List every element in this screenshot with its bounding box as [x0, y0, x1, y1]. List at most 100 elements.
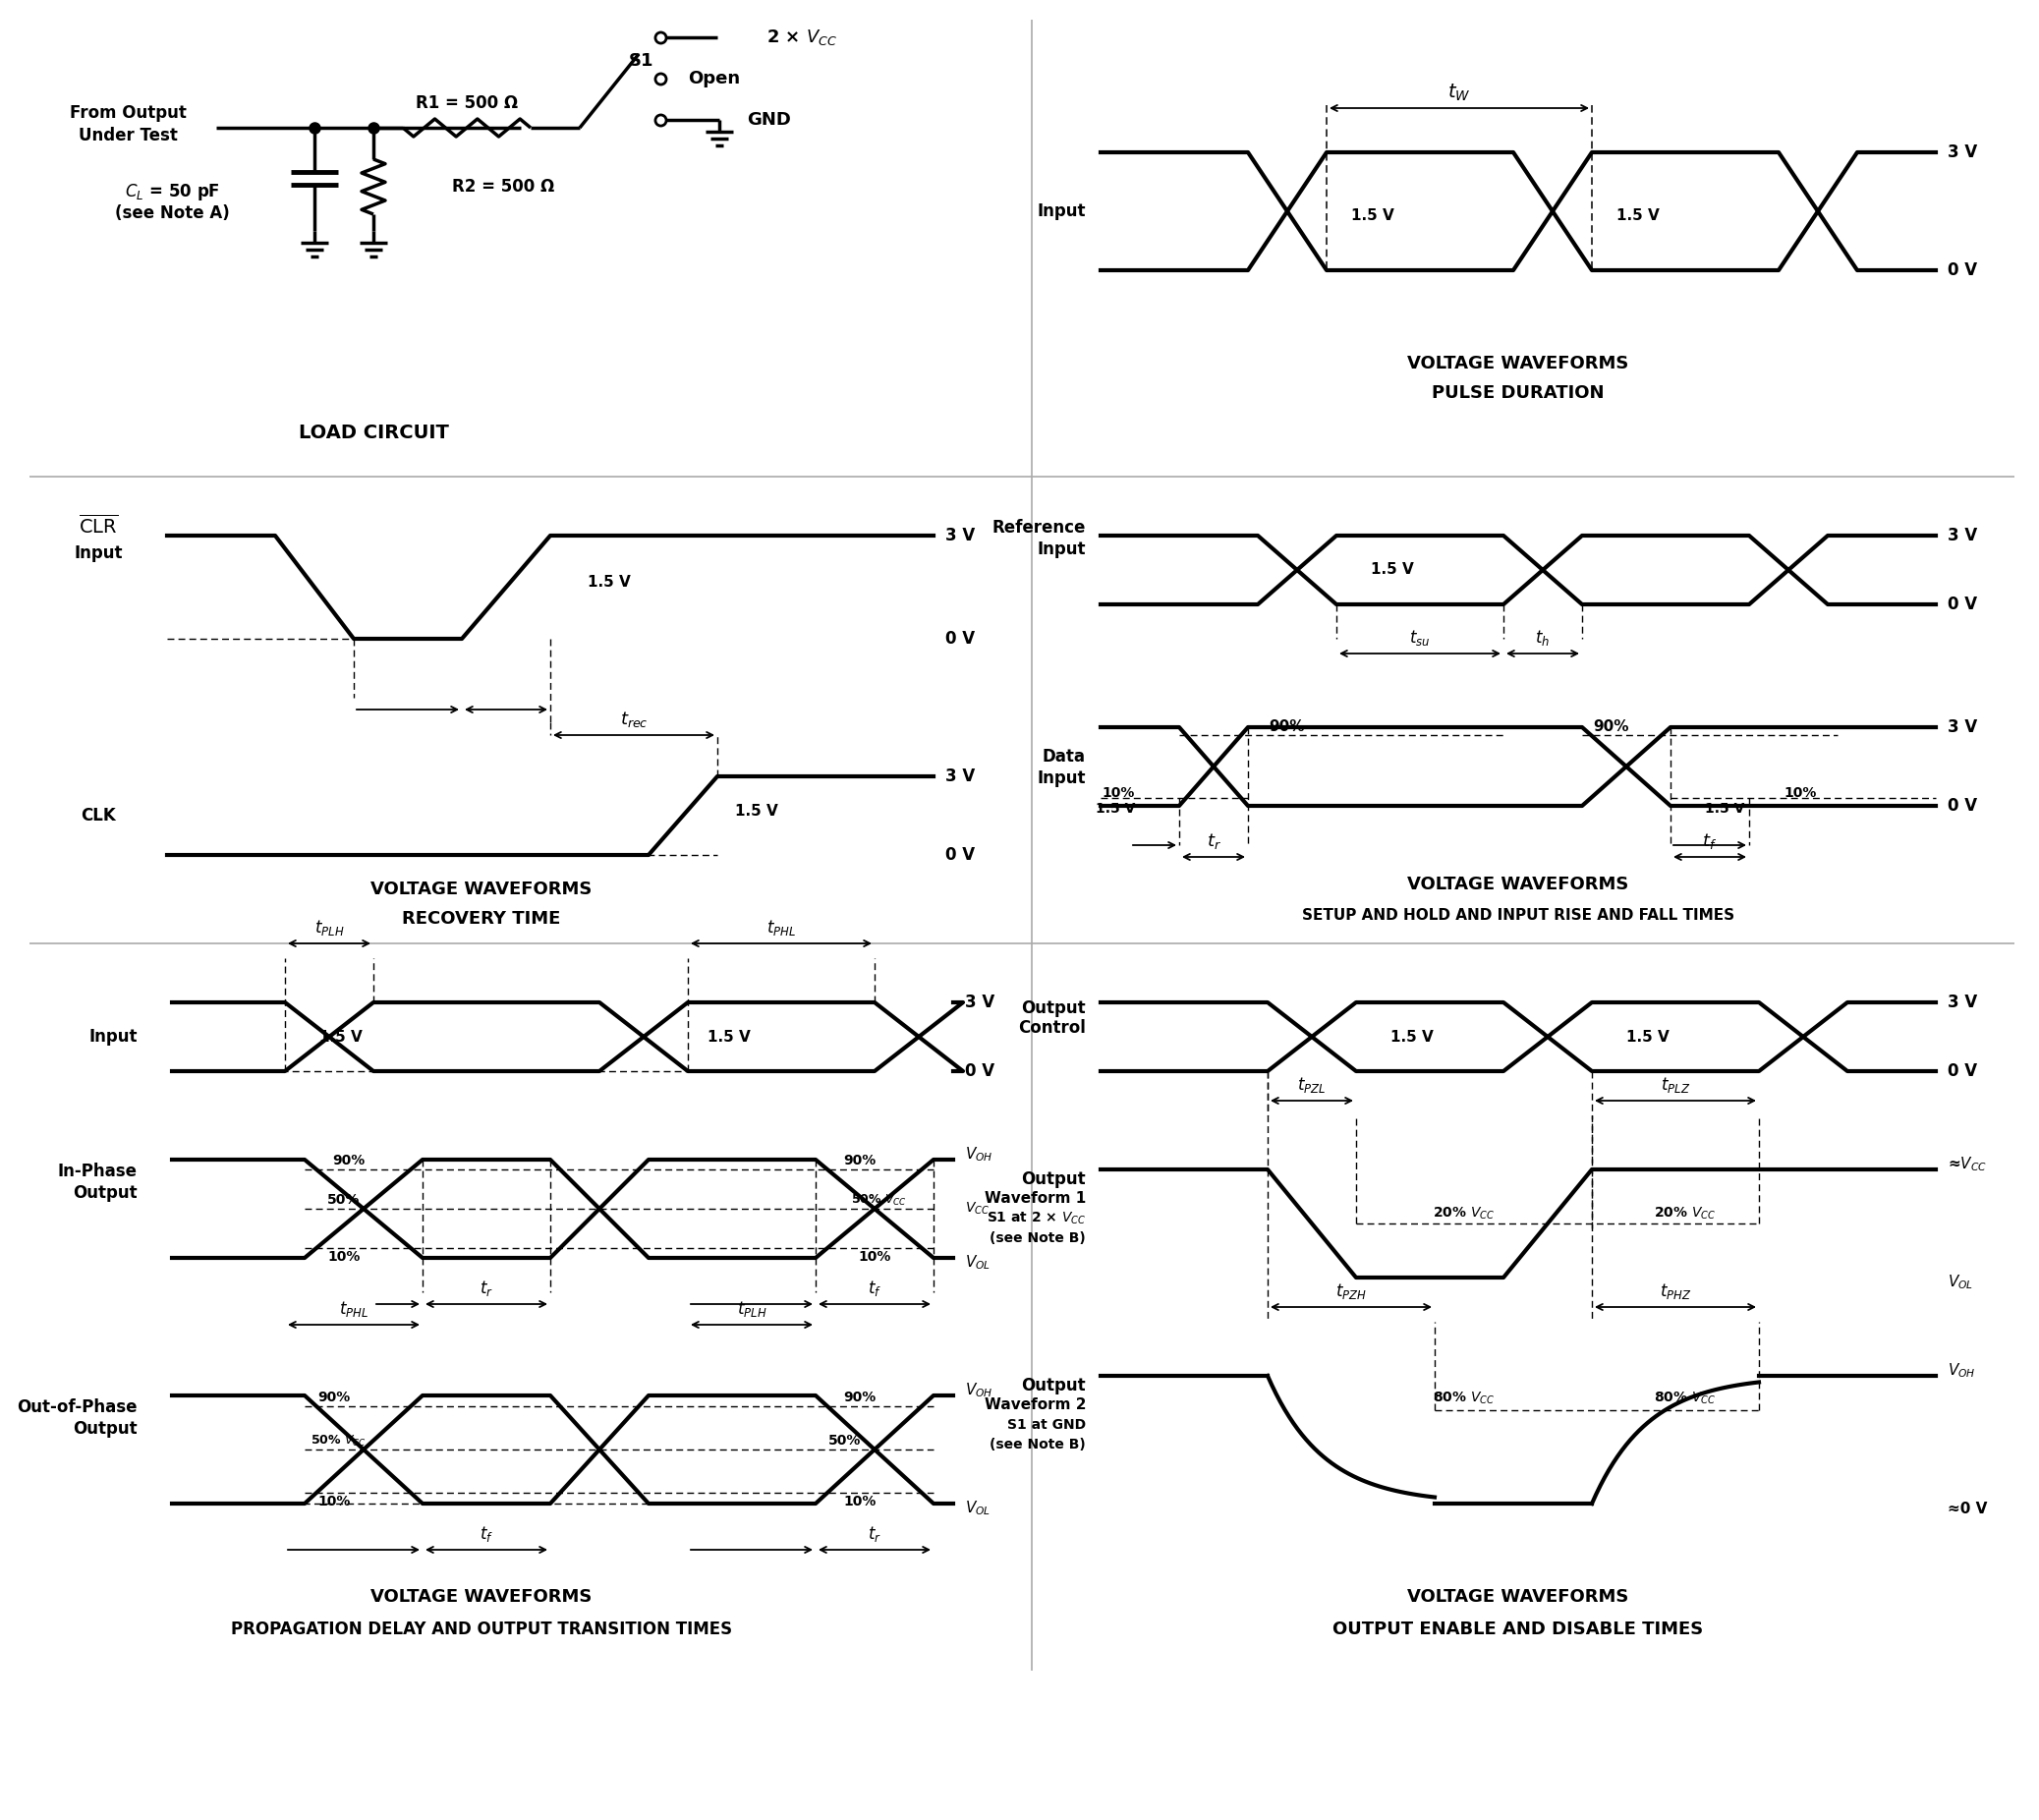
Text: $\overline{\mathrm{CLR}}$: $\overline{\mathrm{CLR}}$ [80, 515, 118, 537]
Text: OUTPUT ENABLE AND DISABLE TIMES: OUTPUT ENABLE AND DISABLE TIMES [1334, 1620, 1703, 1638]
Text: 50% $V_{CC}$: 50% $V_{CC}$ [312, 1434, 367, 1449]
Text: Output: Output [73, 1420, 137, 1438]
Text: $t_{su}$: $t_{su}$ [1409, 628, 1431, 648]
Text: ≈$V_{CC}$: ≈$V_{CC}$ [1947, 1156, 1986, 1174]
Text: From Output: From Output [69, 104, 186, 122]
Text: CLK: CLK [82, 806, 116, 824]
Text: 0 V: 0 V [1947, 1063, 1978, 1079]
Text: $t_{PLH}$: $t_{PLH}$ [314, 917, 345, 937]
Text: 10%: 10% [1103, 786, 1136, 801]
Text: Output: Output [73, 1185, 137, 1201]
Text: 3 V: 3 V [1947, 144, 1978, 162]
Text: 90%: 90% [318, 1390, 351, 1405]
Text: Out-of-Phase: Out-of-Phase [16, 1398, 137, 1416]
Text: 20% $V_{CC}$: 20% $V_{CC}$ [1433, 1205, 1495, 1221]
Text: 1.5 V: 1.5 V [1095, 803, 1136, 815]
Text: 90%: 90% [844, 1390, 877, 1405]
Text: $t_{PLZ}$: $t_{PLZ}$ [1660, 1076, 1690, 1096]
Text: VOLTAGE WAVEFORMS: VOLTAGE WAVEFORMS [371, 1589, 591, 1605]
Text: $t_f$: $t_f$ [869, 1278, 881, 1298]
Text: 80% $V_{CC}$: 80% $V_{CC}$ [1433, 1390, 1495, 1407]
Text: Under Test: Under Test [77, 127, 177, 144]
Text: 90%: 90% [844, 1154, 877, 1167]
Text: 1.5 V: 1.5 V [708, 1030, 750, 1045]
Text: 1.5 V: 1.5 V [1391, 1030, 1433, 1045]
Text: 20% $V_{CC}$: 20% $V_{CC}$ [1654, 1205, 1717, 1221]
Text: $t_f$: $t_f$ [1703, 832, 1717, 852]
Text: 3 V: 3 V [946, 768, 975, 784]
Text: Input: Input [1038, 202, 1087, 220]
Text: $t_{PZH}$: $t_{PZH}$ [1336, 1281, 1366, 1301]
Text: Open: Open [687, 69, 740, 87]
Text: $V_{OH}$: $V_{OH}$ [964, 1145, 993, 1163]
Text: S1 at GND: S1 at GND [1007, 1418, 1087, 1432]
Text: 10%: 10% [1784, 786, 1817, 801]
Text: 2 × $V_{CC}$: 2 × $V_{CC}$ [767, 27, 838, 47]
Text: ≈0 V: ≈0 V [1947, 1501, 1988, 1516]
Text: $t_{PHL}$: $t_{PHL}$ [338, 1299, 369, 1320]
Text: $t_r$: $t_r$ [1207, 832, 1221, 852]
Text: GND: GND [746, 111, 791, 129]
Text: 0 V: 0 V [946, 630, 975, 648]
Text: VOLTAGE WAVEFORMS: VOLTAGE WAVEFORMS [1407, 875, 1629, 894]
Text: Waveform 2: Waveform 2 [985, 1398, 1087, 1412]
Text: 1.5 V: 1.5 V [1370, 562, 1413, 577]
Text: $V_{CC}$: $V_{CC}$ [964, 1201, 989, 1218]
Text: 0 V: 0 V [1947, 797, 1978, 815]
Text: Output: Output [1022, 999, 1087, 1017]
Text: Input: Input [1038, 541, 1087, 559]
Text: 10%: 10% [328, 1250, 361, 1263]
Text: 3 V: 3 V [1947, 994, 1978, 1012]
Text: Input: Input [90, 1028, 137, 1046]
Text: Input: Input [1038, 770, 1087, 788]
Text: 90%: 90% [1270, 721, 1305, 735]
Text: Waveform 1: Waveform 1 [985, 1192, 1087, 1207]
Text: 10%: 10% [858, 1250, 891, 1263]
Text: 50%: 50% [828, 1434, 860, 1447]
Text: Reference: Reference [993, 519, 1087, 537]
Text: $t_h$: $t_h$ [1535, 628, 1550, 648]
Text: 0 V: 0 V [946, 846, 975, 864]
Text: VOLTAGE WAVEFORMS: VOLTAGE WAVEFORMS [1407, 355, 1629, 373]
Text: 1.5 V: 1.5 V [1705, 803, 1745, 815]
Text: $V_{OL}$: $V_{OL}$ [1947, 1274, 1974, 1292]
Text: 90%: 90% [1594, 721, 1629, 735]
Text: 1.5 V: 1.5 V [1352, 209, 1395, 224]
Text: 1.5 V: 1.5 V [1617, 209, 1660, 224]
Text: $V_{OL}$: $V_{OL}$ [964, 1500, 991, 1518]
Text: 1.5 V: 1.5 V [734, 803, 779, 819]
Text: LOAD CIRCUIT: LOAD CIRCUIT [298, 422, 449, 442]
Text: $V_{OL}$: $V_{OL}$ [964, 1254, 991, 1272]
Text: (see Note B): (see Note B) [989, 1232, 1087, 1245]
Text: $t_{PLH}$: $t_{PLH}$ [736, 1299, 767, 1320]
Text: VOLTAGE WAVEFORMS: VOLTAGE WAVEFORMS [371, 881, 591, 899]
Text: Output: Output [1022, 1376, 1087, 1394]
Text: 50%: 50% [328, 1194, 361, 1207]
Text: 50% $V_{CC}$: 50% $V_{CC}$ [852, 1192, 907, 1207]
Text: Control: Control [1017, 1019, 1087, 1037]
Text: PROPAGATION DELAY AND OUTPUT TRANSITION TIMES: PROPAGATION DELAY AND OUTPUT TRANSITION … [230, 1620, 732, 1638]
Text: 10%: 10% [318, 1494, 351, 1509]
Text: VOLTAGE WAVEFORMS: VOLTAGE WAVEFORMS [1407, 1589, 1629, 1605]
Text: Output: Output [1022, 1170, 1087, 1188]
Text: $t_{PHL}$: $t_{PHL}$ [767, 917, 795, 937]
Text: 0 V: 0 V [1947, 262, 1978, 278]
Text: 0 V: 0 V [964, 1063, 995, 1079]
Text: $t_r$: $t_r$ [479, 1278, 493, 1298]
Text: $t_r$: $t_r$ [869, 1523, 881, 1543]
Text: RECOVERY TIME: RECOVERY TIME [402, 910, 561, 928]
Text: 90%: 90% [332, 1154, 365, 1167]
Text: 3 V: 3 V [946, 526, 975, 544]
Text: S1 at 2 × $V_{CC}$: S1 at 2 × $V_{CC}$ [987, 1210, 1087, 1227]
Text: 10%: 10% [844, 1494, 877, 1509]
Text: PULSE DURATION: PULSE DURATION [1431, 384, 1605, 402]
Text: 0 V: 0 V [1947, 595, 1978, 613]
Text: 80% $V_{CC}$: 80% $V_{CC}$ [1654, 1390, 1717, 1407]
Text: 3 V: 3 V [964, 994, 995, 1012]
Text: $t_{rec}$: $t_{rec}$ [620, 710, 648, 730]
Text: $t_f$: $t_f$ [479, 1523, 493, 1543]
Text: $V_{OH}$: $V_{OH}$ [964, 1381, 993, 1400]
Text: $V_{OH}$: $V_{OH}$ [1947, 1361, 1976, 1380]
Text: $C_L$ = 50 pF: $C_L$ = 50 pF [124, 182, 220, 202]
Text: R2 = 500 Ω: R2 = 500 Ω [453, 178, 555, 195]
